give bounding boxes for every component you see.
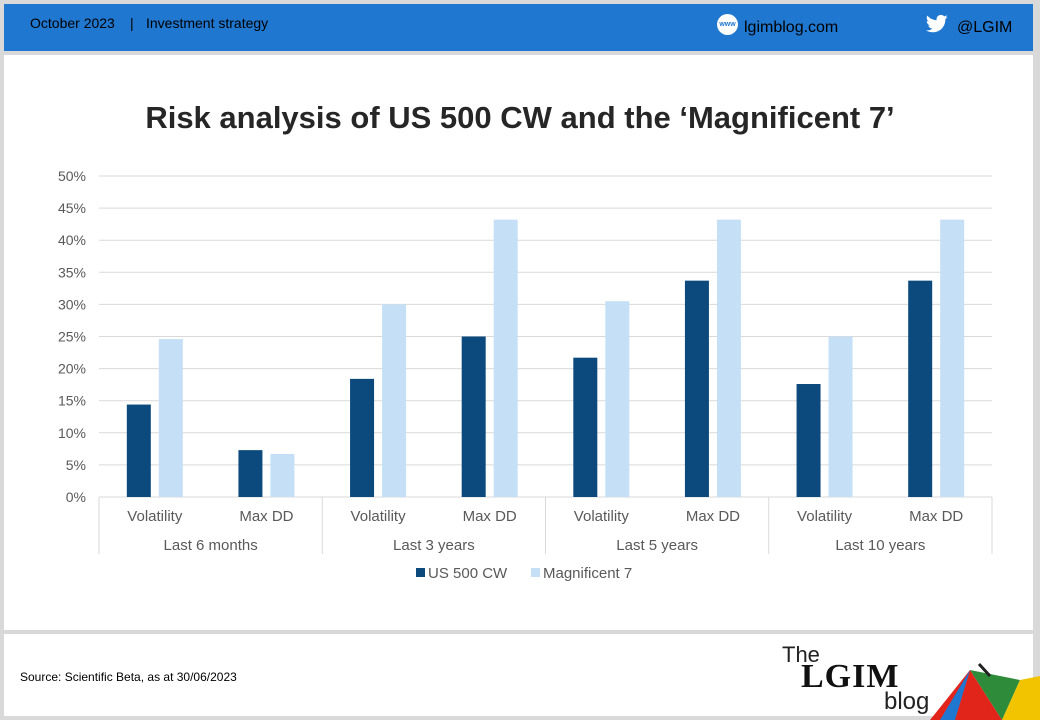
bar-mag7	[605, 301, 630, 497]
bar-us500	[684, 280, 709, 497]
bar-us500	[126, 404, 151, 497]
x-tick-label: Volatility	[574, 508, 630, 525]
legend-label: US 500 CW	[428, 565, 508, 582]
bar-mag7	[828, 336, 853, 497]
header-bar	[4, 4, 1033, 51]
bar-us500	[461, 336, 486, 497]
x-tick-label: Volatility	[351, 508, 407, 525]
bar-mag7	[493, 219, 518, 497]
bar-us500	[573, 357, 598, 497]
bar-chart: 0% 5% 10% 15% 20% 25% 30% 35% 40% 45% 50% Volatilit…	[58, 168, 993, 582]
lgim-logo-umbrella-icon	[930, 662, 1040, 720]
group-label: Last 10 years	[835, 537, 925, 554]
header-date: October 2023	[30, 15, 115, 31]
bar-mag7	[382, 304, 407, 497]
twitter-bird-icon	[926, 14, 948, 33]
x-tick-label: Max DD	[686, 508, 740, 525]
y-tick-label: 10%	[58, 425, 86, 441]
x-tick-label: Max DD	[239, 508, 293, 525]
source-note: Source: Scientific Beta, as at 30/06/202…	[20, 670, 237, 684]
bar-us500	[796, 384, 821, 497]
y-tick-label: 25%	[58, 329, 86, 345]
bar-mag7	[716, 219, 741, 497]
group-label: Last 3 years	[393, 537, 475, 554]
header-category: Investment strategy	[146, 15, 269, 31]
y-tick-label: 45%	[58, 200, 86, 216]
y-tick-label: 35%	[58, 264, 86, 280]
y-tick-label: 40%	[58, 232, 86, 248]
bar-us500	[350, 378, 375, 497]
header-separator: |	[130, 15, 134, 31]
bar-mag7	[940, 219, 965, 497]
legend-swatch	[416, 568, 425, 577]
logo-text-lgim: LGIM	[801, 658, 900, 695]
www-globe-icon: www	[717, 14, 738, 35]
x-tick-label: Max DD	[909, 508, 963, 525]
bar-us500	[238, 450, 263, 497]
y-tick-label: 50%	[58, 168, 86, 184]
y-tick-label: 15%	[58, 393, 86, 409]
x-tick-label: Volatility	[797, 508, 853, 525]
chart-title: Risk analysis of US 500 CW and the ‘Magn…	[145, 100, 895, 135]
bar-mag7	[158, 339, 183, 497]
x-tick-label: Max DD	[463, 508, 517, 525]
legend-swatch	[531, 568, 540, 577]
footer-panel	[4, 634, 1033, 716]
y-tick-label: 5%	[66, 457, 86, 473]
logo-text-the: The	[782, 642, 820, 667]
y-tick-label: 30%	[58, 296, 86, 312]
group-label: Last 5 years	[616, 537, 698, 554]
legend-label: Magnificent 7	[543, 565, 632, 582]
y-tick-label: 20%	[58, 361, 86, 377]
bar-us500	[908, 280, 933, 497]
twitter-handle[interactable]: @LGIM	[957, 19, 1013, 36]
logo-text-blog: blog	[884, 688, 930, 715]
group-label: Last 6 months	[164, 537, 258, 554]
y-tick-label: 0%	[66, 489, 86, 505]
bar-mag7	[270, 453, 295, 497]
x-tick-label: Volatility	[127, 508, 183, 525]
website-link[interactable]: lgimblog.com	[744, 19, 839, 36]
